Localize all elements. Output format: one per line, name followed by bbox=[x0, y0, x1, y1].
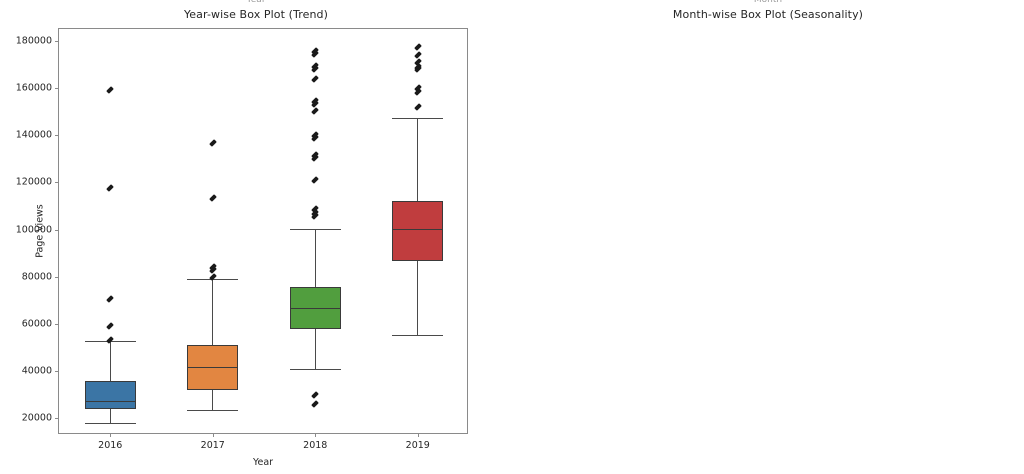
whisker-lower-2018 bbox=[314, 329, 316, 370]
outlier-2019-0 bbox=[413, 43, 422, 51]
y-tick-label-60000: 60000 bbox=[21, 318, 52, 330]
axes-year-wise: Page Views Year 20000 40000 60000 80000 1000… bbox=[16, 28, 468, 468]
x-tick-2017 bbox=[212, 433, 214, 437]
panel-month-wise: Month Month-wise Box Plot (Seasonality) … bbox=[512, 0, 1024, 474]
x-tick-label-2018: 2018 bbox=[303, 440, 328, 451]
clipped-top-text-left: Year bbox=[246, 0, 266, 5]
whisker-cap-lower-2018 bbox=[289, 369, 341, 371]
outlier-2018-17 bbox=[311, 400, 320, 409]
median-2019 bbox=[392, 229, 444, 231]
panel-year-wise: Year Year-wise Box Plot (Trend) Page Vie… bbox=[16, 0, 468, 468]
whisker-upper-2019 bbox=[417, 118, 419, 202]
y-tick-label-180000: 180000 bbox=[15, 35, 52, 47]
outlier-2018-12 bbox=[311, 176, 320, 184]
whisker-lower-2017 bbox=[212, 389, 214, 411]
outlier-2017-1 bbox=[208, 194, 217, 203]
plot-area-year-wise bbox=[59, 29, 467, 433]
box-2016 bbox=[84, 381, 136, 410]
whisker-upper-2017 bbox=[212, 278, 214, 346]
outlier-2017-0 bbox=[208, 138, 217, 147]
outlier-2016-1 bbox=[106, 183, 115, 192]
outlier-2016-3 bbox=[106, 322, 115, 331]
x-tick-label-2019: 2019 bbox=[405, 440, 430, 451]
y-tick-20000 bbox=[55, 418, 59, 420]
x-tick-2019 bbox=[417, 433, 419, 437]
whisker-lower-2016 bbox=[109, 409, 111, 423]
outlier-2017-4 bbox=[208, 273, 217, 281]
y-tick-180000 bbox=[55, 40, 59, 42]
outlier-2018-16 bbox=[311, 390, 320, 399]
x-tick-2018 bbox=[315, 433, 317, 437]
y-tick-120000 bbox=[55, 182, 59, 184]
y-tick-label-20000: 20000 bbox=[21, 412, 52, 424]
y-tick-label-120000: 120000 bbox=[15, 176, 52, 188]
y-tick-label-80000: 80000 bbox=[21, 271, 52, 283]
y-tick-80000 bbox=[55, 276, 59, 278]
y-tick-100000 bbox=[55, 229, 59, 231]
x-axis-title-left: Year bbox=[252, 457, 274, 468]
y-tick-label-100000: 100000 bbox=[15, 224, 52, 236]
outlier-2016-2 bbox=[106, 294, 115, 303]
whisker-lower-2019 bbox=[417, 261, 419, 336]
y-tick-label-40000: 40000 bbox=[21, 365, 52, 377]
y-tick-60000 bbox=[55, 324, 59, 326]
whisker-cap-lower-2016 bbox=[84, 422, 136, 424]
box-2018 bbox=[289, 286, 341, 330]
outlier-2018-7 bbox=[311, 107, 320, 116]
whisker-cap-lower-2017 bbox=[187, 410, 239, 412]
y-tick-label-160000: 160000 bbox=[15, 82, 52, 94]
whisker-cap-lower-2019 bbox=[392, 335, 444, 337]
y-tick-140000 bbox=[55, 135, 59, 137]
box-2019 bbox=[392, 201, 444, 262]
page-title-month-wise: Month-wise Box Plot (Seasonality) bbox=[672, 8, 864, 21]
y-tick-40000 bbox=[55, 371, 59, 373]
outlier-2018-4 bbox=[311, 75, 320, 83]
y-tick-label-140000: 140000 bbox=[15, 129, 52, 141]
x-tick-label-2017: 2017 bbox=[200, 440, 225, 451]
clipped-top-text-right: Month bbox=[753, 0, 783, 5]
outlier-2016-0 bbox=[106, 85, 115, 94]
median-2016 bbox=[84, 400, 136, 402]
x-tick-2016 bbox=[110, 433, 112, 437]
whisker-cap-upper-2019 bbox=[392, 118, 444, 120]
whisker-upper-2016 bbox=[109, 341, 111, 382]
median-2017 bbox=[187, 366, 239, 368]
median-2018 bbox=[289, 308, 341, 310]
x-tick-label-2016: 2016 bbox=[98, 440, 123, 451]
outlier-2019-7 bbox=[413, 103, 422, 112]
page-title-year-wise: Year-wise Box Plot (Trend) bbox=[183, 8, 329, 21]
whisker-upper-2018 bbox=[314, 229, 316, 287]
whisker-cap-upper-2018 bbox=[289, 229, 341, 231]
y-tick-160000 bbox=[55, 88, 59, 89]
